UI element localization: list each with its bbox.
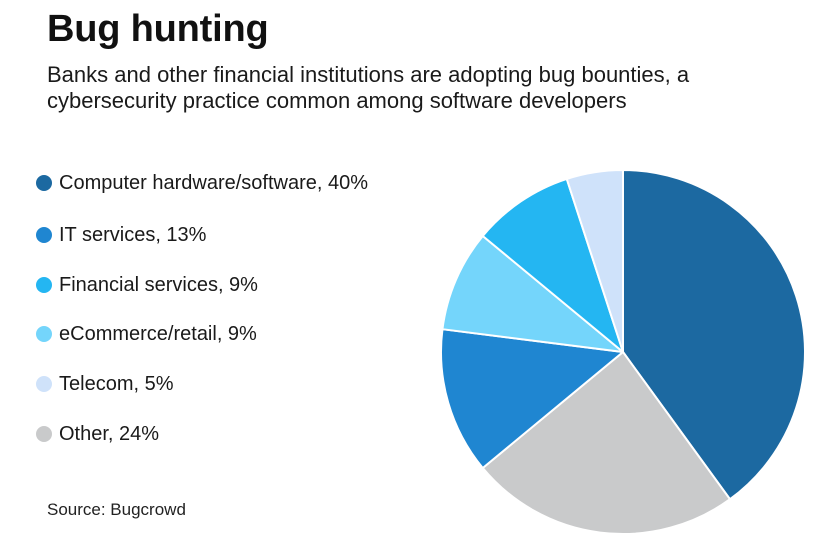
chart-title: Bug hunting: [47, 8, 269, 50]
legend-label: Computer hardware/software, 40%: [59, 171, 369, 194]
chart-subtitle: Banks and other financial institutions a…: [47, 62, 690, 113]
legend-item: Telecom, 5%: [36, 371, 174, 397]
legend-label: Other, 24%: [59, 422, 160, 445]
legend-label: eCommerce/retail, 9%: [59, 322, 257, 345]
pie-slice: [622, 169, 806, 501]
legend-swatch: [36, 376, 52, 392]
legend-swatch: [36, 426, 52, 442]
pie-slice: [481, 351, 731, 535]
legend-item: Financial services, 9%: [36, 272, 258, 298]
pie-slice: [440, 328, 624, 470]
legend-swatch: [36, 227, 52, 243]
legend-item: IT services, 13%: [36, 222, 206, 248]
source-note: Source: Bugcrowd: [47, 500, 186, 519]
legend-swatch: [36, 326, 52, 342]
legend-item: Other, 24%: [36, 421, 159, 447]
legend-item: eCommerce/retail, 9%: [36, 321, 257, 347]
legend-swatch: [36, 175, 52, 191]
legend-item: Computer hardware/software, 40%: [36, 170, 368, 196]
pie-slice: [481, 177, 624, 353]
pie-slice: [441, 234, 624, 353]
legend-label: Telecom, 5%: [59, 372, 174, 395]
pie-slice: [565, 169, 624, 353]
legend-label: IT services, 13%: [59, 223, 207, 246]
pie-chart: [440, 169, 806, 535]
legend-label: Financial services, 9%: [59, 273, 258, 296]
legend-swatch: [36, 277, 52, 293]
